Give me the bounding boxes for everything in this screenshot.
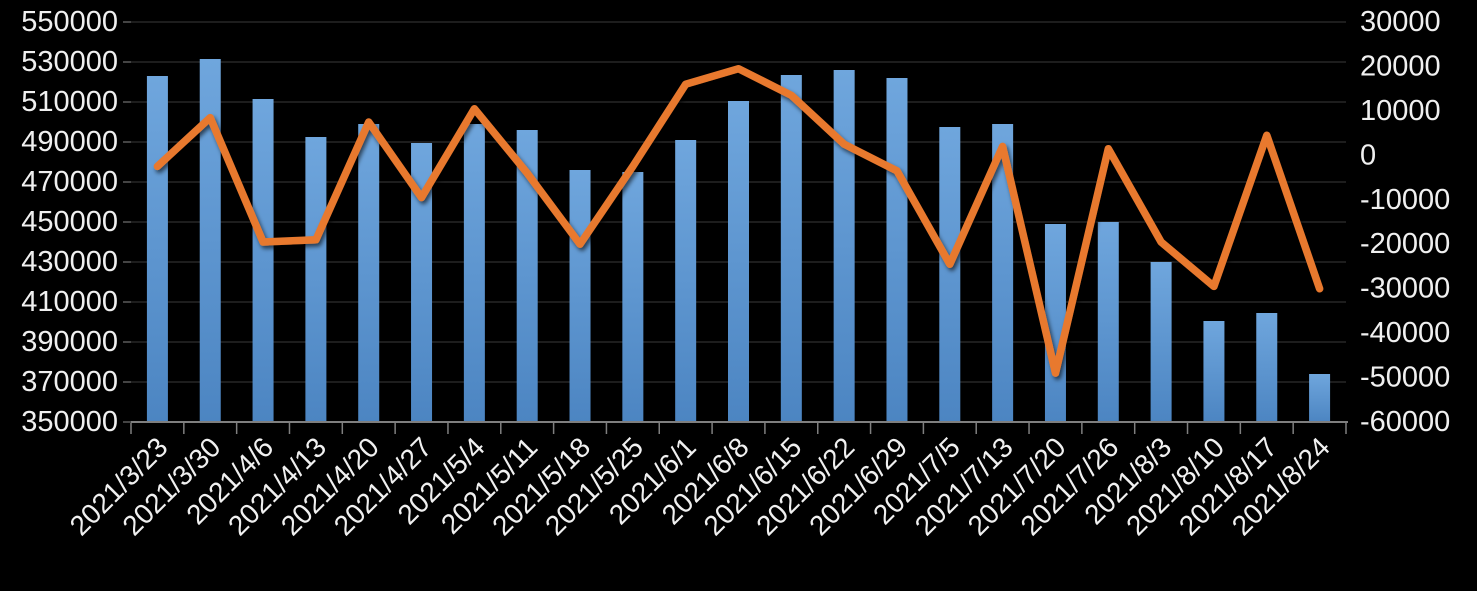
left-axis-label: 450000 (21, 206, 118, 238)
left-axis-label: 470000 (21, 166, 118, 198)
bar-2021-5-18 (569, 170, 591, 422)
bar-2021-8-17 (1256, 313, 1278, 422)
change-line (153, 64, 1324, 377)
right-axis-label: -60000 (1360, 406, 1450, 438)
bar-2021-3-30 (199, 59, 221, 422)
left-axis-label: 410000 (21, 286, 118, 318)
bar-2021-3-23 (146, 76, 168, 422)
bar-2021-6-1 (675, 140, 697, 422)
left-axis-label: 370000 (21, 366, 118, 398)
bar-2021-5-25 (622, 172, 644, 422)
right-axis-label: 20000 (1360, 50, 1441, 82)
right-axis-label: 30000 (1360, 6, 1441, 38)
bar-2021-5-4 (463, 124, 485, 422)
bar-2021-8-3 (1150, 262, 1172, 422)
right-axis-label: -30000 (1360, 273, 1450, 305)
right-axis-label: 0 (1360, 139, 1376, 171)
bar-2021-4-20 (358, 124, 380, 422)
left-axis-label: 430000 (21, 246, 118, 278)
bar-2021-4-27 (411, 143, 433, 422)
bar-2021-8-10 (1203, 321, 1225, 422)
bar-2021-4-13 (305, 137, 327, 422)
bar-2021-8-24 (1309, 374, 1331, 422)
bar-2021-6-15 (780, 75, 802, 422)
right-axis-label: -10000 (1360, 184, 1450, 216)
bar-2021-6-29 (886, 78, 908, 422)
bar-2021-7-20 (1044, 224, 1066, 422)
right-axis-label: -50000 (1360, 362, 1450, 394)
left-axis-label: 510000 (21, 86, 118, 118)
bar-2021-4-6 (252, 99, 274, 422)
bar-2021-6-22 (833, 70, 855, 422)
bar-2021-6-8 (728, 101, 749, 422)
left-axis-label: 530000 (21, 46, 118, 78)
bar-2021-5-11 (516, 130, 538, 422)
left-axis-label: 350000 (21, 406, 118, 438)
right-axis-label: 10000 (1360, 95, 1441, 127)
left-axis-label: 490000 (21, 126, 118, 158)
right-axis-label: -40000 (1360, 317, 1450, 349)
left-axis-label: 390000 (21, 326, 118, 358)
bar-2021-7-13 (992, 124, 1014, 422)
bar-2021-7-26 (1097, 222, 1119, 422)
bar-2021-7-5 (939, 127, 961, 422)
right-axis-label: -20000 (1360, 228, 1450, 260)
left-axis-label: 550000 (21, 6, 118, 38)
